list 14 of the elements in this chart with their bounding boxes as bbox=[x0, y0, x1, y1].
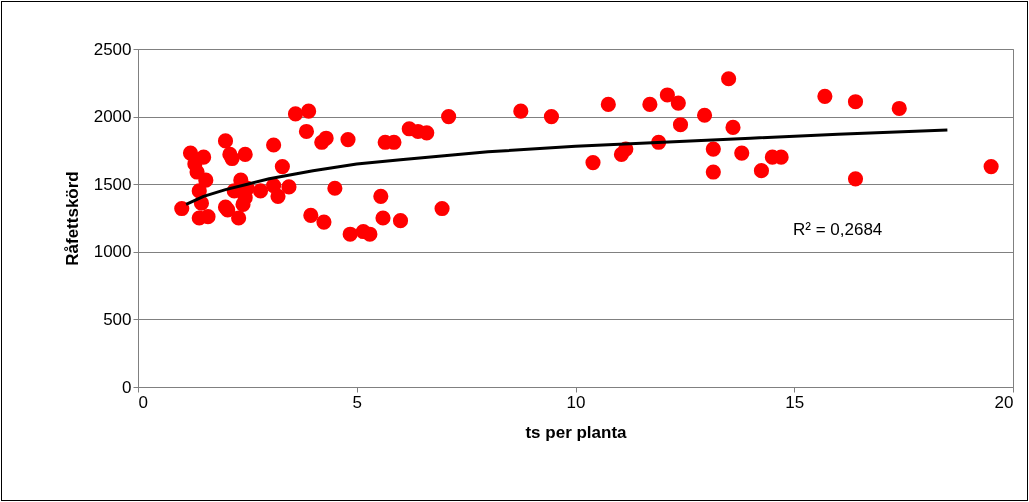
y-tick-label: 1000 bbox=[93, 242, 132, 262]
x-tick-label: 15 bbox=[785, 392, 805, 412]
y-axis-title: Råfettskörd bbox=[62, 171, 82, 266]
annotation: R² = 0,2684 bbox=[793, 220, 883, 239]
x-tick-label: 5 bbox=[352, 392, 362, 412]
y-tick-label: 0 bbox=[122, 377, 132, 397]
x-tick-label: 10 bbox=[566, 392, 586, 412]
y-tick-label: 2000 bbox=[93, 107, 132, 127]
x-axis-title: ts per planta bbox=[525, 422, 628, 442]
x-tick-label: 0 bbox=[138, 392, 148, 412]
y-tick-label: 2500 bbox=[93, 39, 132, 59]
x-tick-label: 20 bbox=[994, 392, 1014, 412]
y-tick-label: 1500 bbox=[93, 174, 132, 194]
y-tick-label: 500 bbox=[103, 309, 132, 329]
